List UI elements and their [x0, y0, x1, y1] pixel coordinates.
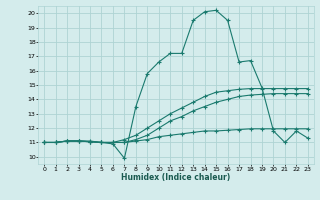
X-axis label: Humidex (Indice chaleur): Humidex (Indice chaleur) [121, 173, 231, 182]
